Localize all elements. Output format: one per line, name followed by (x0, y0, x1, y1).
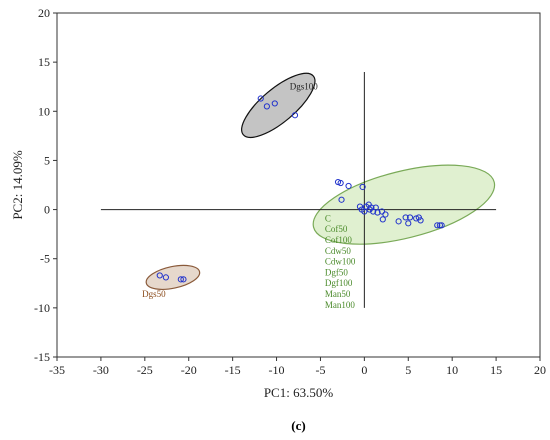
x-tick-label: -35 (49, 363, 65, 377)
y-tick-label: -10 (34, 301, 50, 315)
data-point-g1-1 (257, 95, 264, 102)
y-tick-label: 20 (38, 6, 50, 20)
data-point-g2-1 (156, 272, 163, 279)
data-point-g1-2 (263, 103, 270, 110)
data-point-g2-2 (162, 274, 169, 281)
y-tick-label: 5 (44, 153, 50, 167)
group-label-cdw50: Cdw50 (325, 246, 352, 256)
data-point-g3-26 (434, 222, 441, 229)
figure-caption: (c) (291, 418, 305, 433)
group-ellipse-3 (312, 164, 496, 245)
group-label-dgs50: Dgs50 (142, 289, 166, 299)
data-point-g3-11 (366, 206, 373, 213)
data-point-g3-2 (337, 179, 344, 187)
data-point-g3-20 (402, 214, 409, 221)
data-point-g2-3 (177, 276, 184, 283)
y-tick-label: 10 (38, 104, 50, 118)
x-tick-label: 15 (490, 363, 502, 377)
plot-frame (56, 12, 541, 358)
x-tick-label: -30 (93, 363, 109, 377)
data-point-g3-27 (436, 222, 443, 229)
data-point-g3-21 (406, 214, 414, 221)
data-point-g3-3 (345, 182, 352, 190)
data-point-g3-15 (374, 209, 381, 216)
x-tick-label: 5 (405, 363, 411, 377)
group-label-dgs100: Dgs100 (290, 82, 319, 92)
data-point-g3-28 (438, 222, 445, 229)
x-tick-label: -5 (315, 363, 325, 377)
x-tick-label: 10 (446, 363, 458, 377)
group-label-dgf50: Dgf50 (325, 267, 348, 277)
group-label-cof50: Cof50 (325, 224, 348, 234)
group-ellipse-1 (241, 72, 316, 139)
y-tick-label: 0 (44, 203, 50, 217)
y-axis-title: PC2: 14.09% (10, 150, 25, 220)
group-label-cdw100: Cdw100 (325, 257, 356, 267)
data-point-g3-19 (395, 218, 402, 225)
data-point-g2-4 (180, 276, 187, 283)
x-tick-label: -15 (225, 363, 241, 377)
data-point-g3-22 (405, 220, 412, 227)
group-label-man50: Man50 (325, 289, 351, 299)
group-labels: Dgs100 Dgs50 CCof50Cof100Cdw50Cdw100Dgf50D… (142, 82, 356, 310)
x-tick-label: -25 (137, 363, 153, 377)
data-points (156, 95, 445, 283)
reference-lines (100, 71, 497, 308)
x-tick-label: 0 (361, 363, 367, 377)
data-point-g1-4 (291, 112, 299, 119)
data-point-g1-3 (271, 100, 278, 107)
x-tick-label: -20 (181, 363, 197, 377)
data-point-g3-25 (417, 217, 424, 224)
data-point-g3-5 (338, 196, 345, 203)
x-tick-label: -10 (269, 363, 285, 377)
x-axis-title: PC1: 63.50% (264, 385, 334, 400)
group-label-c: C (325, 213, 331, 223)
y-tick-label: 15 (38, 55, 50, 69)
y-tick-label: -15 (34, 350, 50, 364)
data-point-g3-18 (379, 216, 386, 223)
group-ellipses (145, 72, 496, 290)
group-label-cof100: Cof100 (325, 235, 353, 245)
group-label-dgf100: Dgf100 (325, 278, 353, 288)
group-ellipse-2 (145, 264, 201, 290)
data-point-g3-17 (382, 211, 389, 218)
data-point-g3-4 (359, 183, 366, 191)
data-point-g3-12 (368, 204, 375, 211)
y-tick-label: -5 (40, 252, 50, 266)
x-axis-ticks: -35 -30 -25 -20 -15 -10 -5 0 5 10 15 20 (49, 357, 546, 377)
group-label-man100: Man100 (325, 300, 355, 310)
x-tick-label: 20 (534, 363, 546, 377)
y-axis-ticks: -15 -10 -5 0 5 10 15 20 (34, 6, 57, 364)
